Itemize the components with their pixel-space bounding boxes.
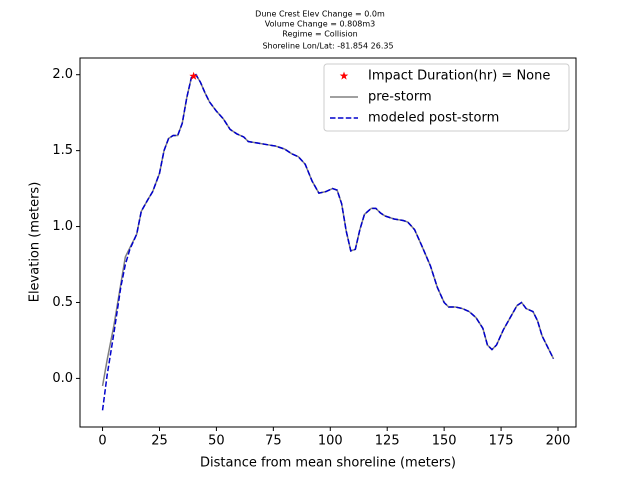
legend-label: modeled post-storm bbox=[368, 111, 499, 126]
y-tick-label: 0.0 bbox=[52, 371, 73, 386]
y-tick-label: 0.5 bbox=[52, 295, 73, 310]
y-tick-label: 1.0 bbox=[52, 219, 73, 234]
legend-label: pre-storm bbox=[368, 90, 432, 105]
marker bbox=[189, 71, 198, 80]
x-tick-label: 25 bbox=[151, 434, 168, 449]
legend-box bbox=[323, 63, 570, 132]
legend-marker bbox=[339, 71, 349, 80]
chart-title: Shoreline Lon/Lat: -81.854 26.35 bbox=[262, 42, 393, 51]
x-tick-label: 125 bbox=[375, 434, 400, 449]
x-tick-label: 0 bbox=[98, 434, 106, 449]
chart-title: Regime = Collision bbox=[282, 30, 357, 39]
x-tick-label: 75 bbox=[265, 434, 282, 449]
x-tick-label: 175 bbox=[489, 434, 514, 449]
plot-frame bbox=[79, 57, 577, 428]
x-tick-label: 200 bbox=[546, 434, 571, 449]
chart-title: Dune Crest Elev Change = 0.0m bbox=[255, 10, 385, 19]
y-tick-label: 1.5 bbox=[52, 143, 73, 158]
x-tick-label: 50 bbox=[208, 434, 225, 449]
y-axis-label: Elevation (meters) bbox=[28, 182, 43, 303]
x-tick-label: 100 bbox=[318, 434, 343, 449]
y-tick-label: 2.0 bbox=[52, 67, 73, 82]
x-tick-label: 150 bbox=[432, 434, 457, 449]
legend-label: Impact Duration(hr) = None bbox=[368, 69, 550, 84]
x-axis-label: Distance from mean shoreline (meters) bbox=[200, 456, 456, 471]
chart-title: Volume Change = 0.808m3 bbox=[265, 20, 376, 29]
series-line bbox=[101, 73, 555, 411]
